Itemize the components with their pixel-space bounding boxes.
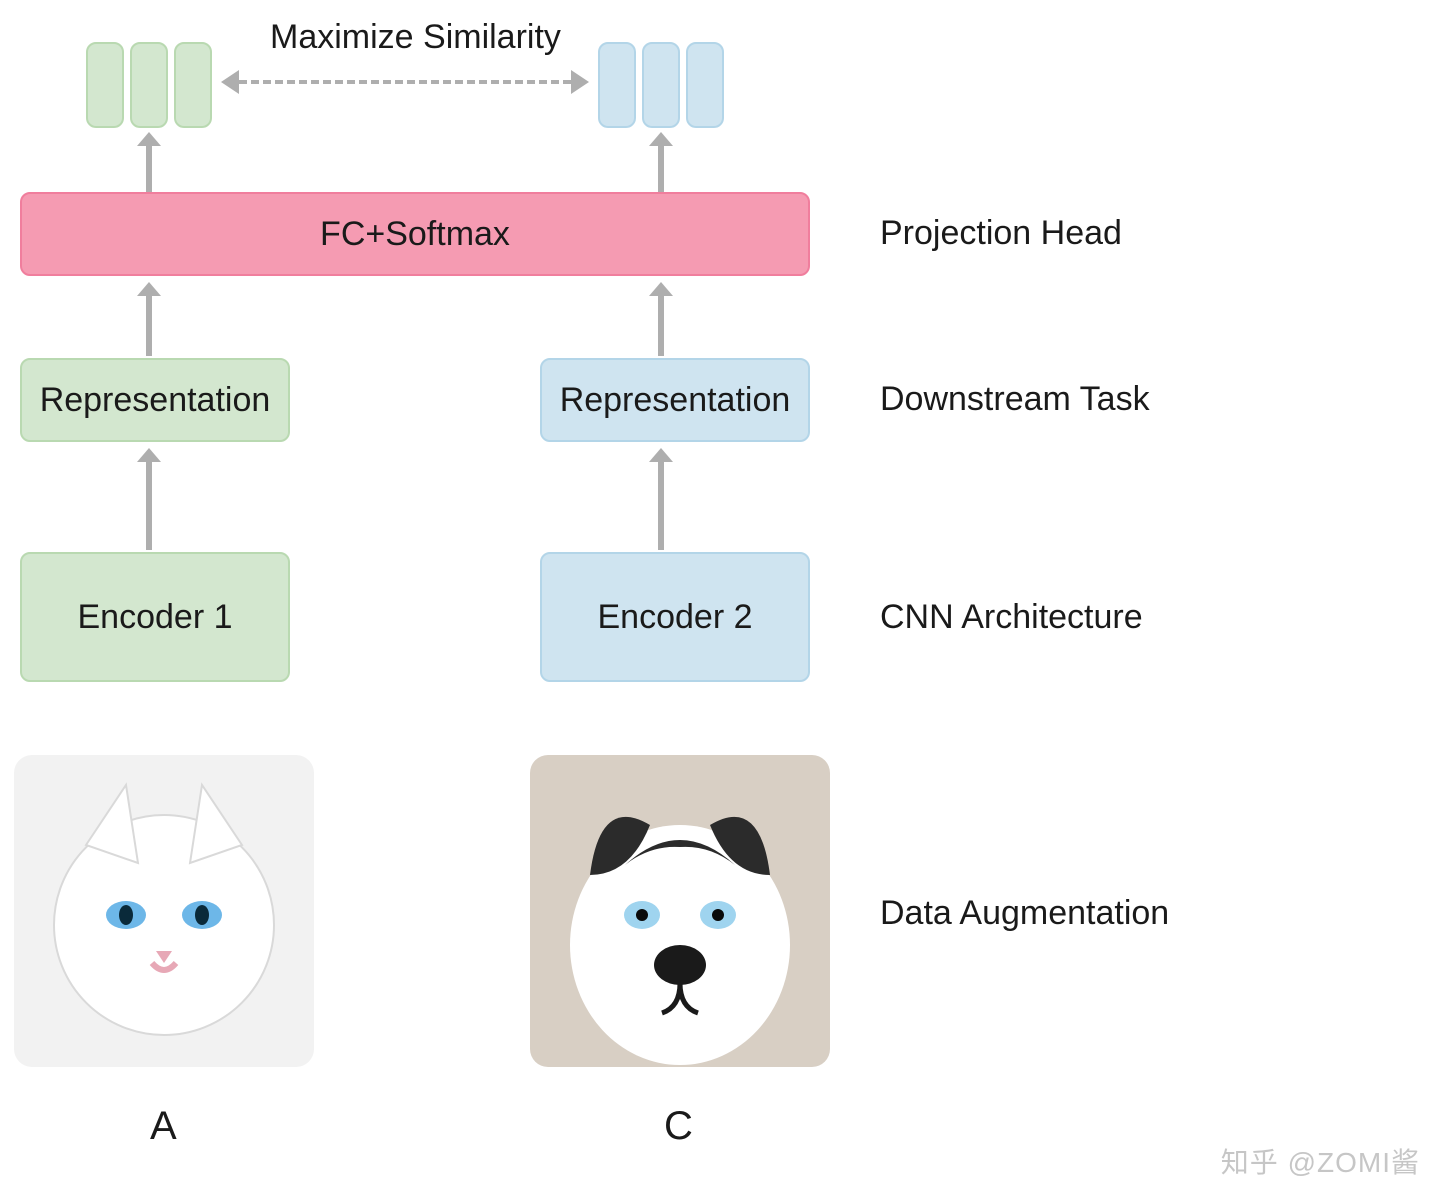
- dog-placeholder-icon: [530, 755, 830, 1067]
- stage-label-downstream: Downstream Task: [880, 380, 1150, 419]
- stage-label-projection: Projection Head: [880, 214, 1122, 253]
- similarity-arrow-right-head: [571, 70, 589, 94]
- projection-head-label: FC+Softmax: [320, 215, 510, 254]
- similarity-arrow-line: [239, 80, 571, 84]
- encoder-box-left: Encoder 1: [20, 552, 290, 682]
- diagram-stage: Maximize Similarity FC+Softmax Represent…: [0, 0, 1440, 1193]
- output-vector-right-3: [686, 42, 724, 128]
- output-vector-left-3: [174, 42, 212, 128]
- output-vector-left-2: [130, 42, 168, 128]
- input-label-left: A: [150, 1104, 177, 1149]
- output-vector-right-1: [598, 42, 636, 128]
- stage-label-architecture: CNN Architecture: [880, 598, 1143, 637]
- projection-head-box: FC+Softmax: [20, 192, 810, 276]
- watermark-text: 知乎 @ZOMI酱: [1221, 1141, 1420, 1181]
- representation-right-label: Representation: [560, 381, 791, 420]
- representation-left-label: Representation: [40, 381, 271, 420]
- encoder-box-right: Encoder 2: [540, 552, 810, 682]
- input-label-right: C: [664, 1104, 693, 1149]
- similarity-arrow-left-head: [221, 70, 239, 94]
- encoder-right-label: Encoder 2: [598, 598, 753, 637]
- output-vector-left-1: [86, 42, 124, 128]
- representation-box-right: Representation: [540, 358, 810, 442]
- stage-label-augmentation: Data Augmentation: [880, 894, 1169, 933]
- cat-placeholder-icon: [14, 755, 314, 1067]
- encoder-left-label: Encoder 1: [78, 598, 233, 637]
- representation-box-left: Representation: [20, 358, 290, 442]
- input-image-right: [530, 755, 830, 1067]
- input-image-left: [14, 755, 314, 1067]
- output-vector-right-2: [642, 42, 680, 128]
- maximize-similarity-title: Maximize Similarity: [270, 18, 561, 57]
